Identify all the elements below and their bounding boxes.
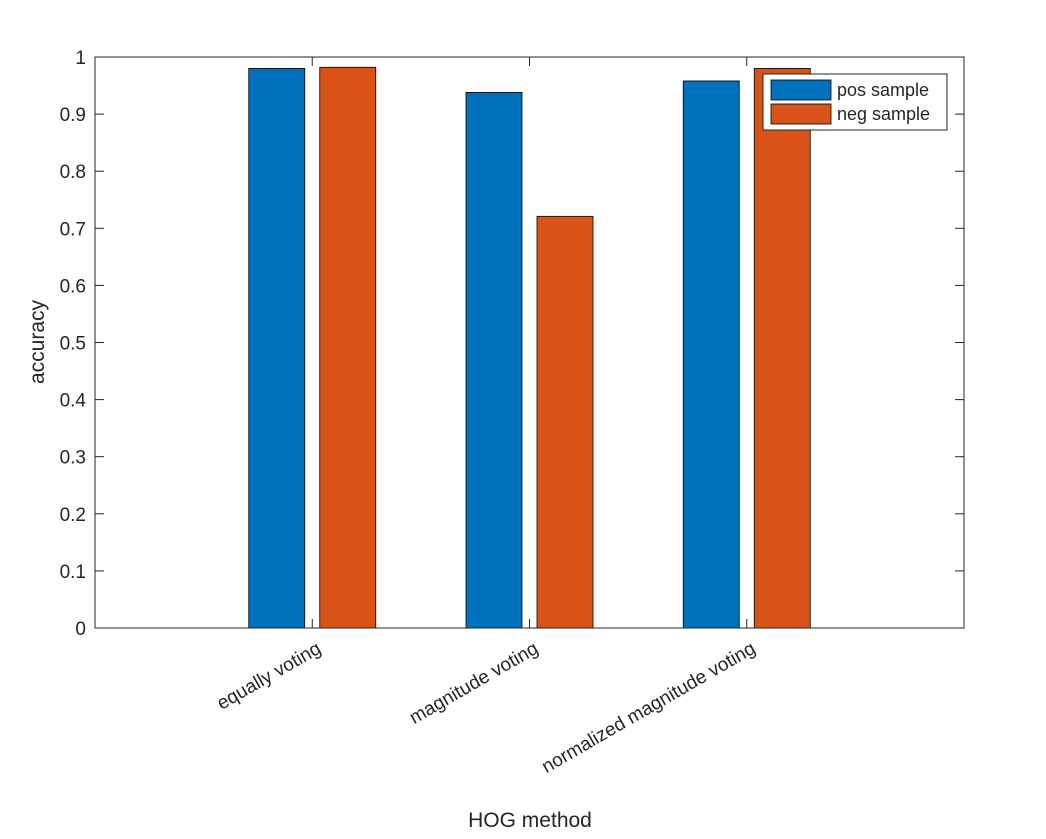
legend-label-neg: neg sample [837, 104, 930, 124]
bar-neg-1 [536, 215, 594, 629]
y-axis-label: accuracy [26, 299, 49, 384]
x-tick-label: normalized magnitude voting [538, 638, 759, 778]
legend-label-pos: pos sample [837, 80, 929, 100]
legend-swatch-pos [770, 79, 832, 101]
bars-layer [248, 66, 811, 629]
bar-pos-0 [248, 68, 306, 629]
y-tick-label: 0.6 [60, 276, 86, 297]
y-tick-label: 0.5 [60, 334, 86, 355]
y-tick-label: 0 [75, 619, 86, 640]
legend-swatch-neg [770, 103, 832, 125]
bar-neg-0 [319, 66, 377, 629]
x-tick-label: magnitude voting [406, 638, 542, 729]
legend: pos sample neg sample [762, 73, 948, 131]
y-tick-label: 0.2 [60, 505, 86, 526]
y-tick-label: 0.1 [60, 562, 86, 583]
bar-pos-1 [465, 92, 523, 629]
x-axis-label: HOG method [468, 809, 592, 832]
y-tick-label: 1 [75, 48, 86, 69]
axes-box [94, 56, 965, 629]
bar-pos-2 [682, 80, 740, 629]
y-tick-label: 0.7 [60, 219, 86, 240]
y-tick-label: 0.8 [60, 162, 86, 183]
y-tick-label: 0.4 [60, 391, 87, 412]
y-tick-label: 0.9 [60, 105, 86, 126]
bar-neg-2 [753, 68, 811, 629]
y-tick-label: 0.3 [60, 448, 86, 469]
x-tick-label: equally voting [214, 638, 325, 714]
